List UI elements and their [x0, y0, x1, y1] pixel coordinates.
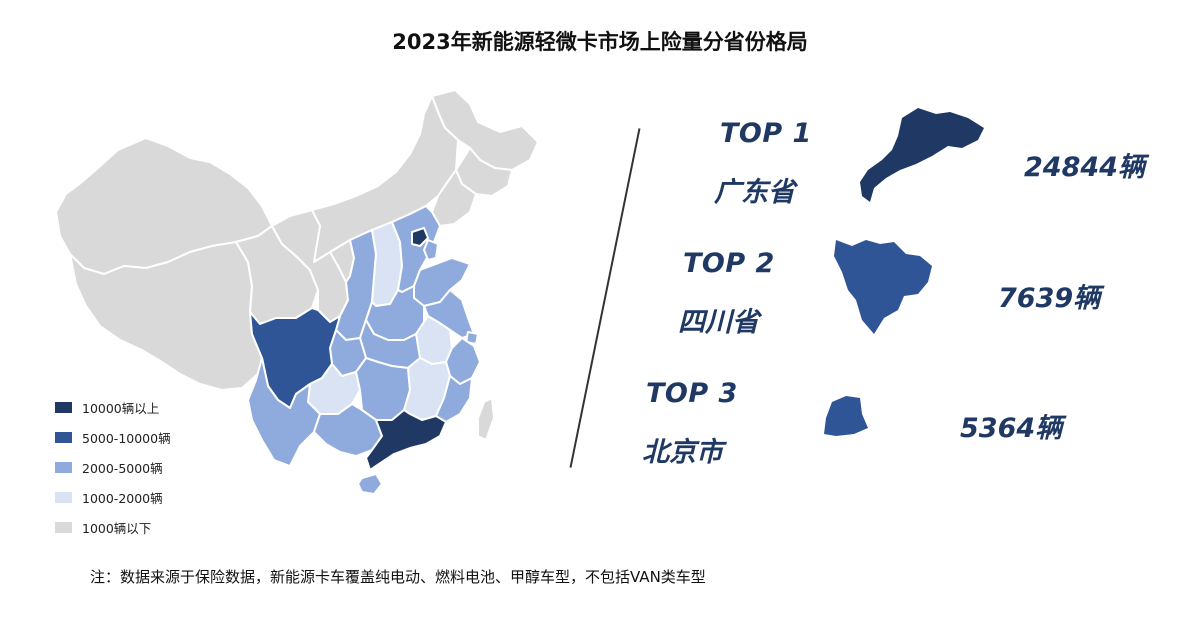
legend-label: 10000辆以上	[82, 400, 160, 416]
legend-item: 10000辆以上	[55, 392, 171, 422]
top1-rank: TOP 1	[720, 118, 812, 149]
region-hebei[interactable]	[391, 205, 441, 293]
region-tianjin[interactable]	[423, 239, 439, 261]
region-taiwan[interactable]	[477, 397, 495, 441]
region-shanghai[interactable]	[465, 331, 479, 345]
legend-label: 5000-10000辆	[82, 430, 171, 446]
legend-swatch	[55, 401, 72, 413]
top2-province: 四川省	[678, 307, 759, 338]
legend-swatch	[55, 461, 72, 473]
legend-label: 2000-5000辆	[82, 460, 163, 476]
legend-swatch	[55, 431, 72, 443]
top3-beijing-shape	[824, 396, 868, 436]
map-legend: 10000辆以上 5000-10000辆 2000-5000辆 1000-200…	[55, 392, 171, 542]
top2-sichuan-shape	[834, 240, 932, 334]
top2-rank: TOP 2	[683, 248, 775, 279]
legend-item: 1000-2000辆	[55, 482, 171, 512]
legend-swatch	[55, 491, 72, 503]
legend-swatch	[55, 521, 72, 533]
legend-label: 1000-2000辆	[82, 490, 163, 506]
top3-value: 5364辆	[960, 413, 1063, 444]
legend-item: 2000-5000辆	[55, 452, 171, 482]
source-note: 注：数据来源于保险数据，新能源卡车覆盖纯电动、燃料电池、甲醇车型，不包括VAN类…	[90, 568, 706, 586]
top1-guangdong-shape	[860, 108, 984, 202]
top3-province: 北京市	[642, 437, 723, 468]
legend-label: 1000辆以下	[82, 520, 152, 536]
page-title: 2023年新能源轻微卡市场上险量分省份格局	[392, 30, 808, 54]
top2-value: 7639辆	[998, 283, 1101, 314]
top3-rank: TOP 3	[646, 378, 738, 409]
region-fujian[interactable]	[435, 375, 473, 423]
legend-item: 1000辆以下	[55, 512, 171, 542]
top1-value: 24844辆	[1024, 152, 1145, 183]
legend-item: 5000-10000辆	[55, 422, 171, 452]
region-beijing[interactable]	[411, 227, 429, 247]
region-guangdong[interactable]	[365, 409, 447, 471]
region-hainan[interactable]	[357, 473, 383, 495]
top1-province: 广东省	[714, 177, 795, 208]
